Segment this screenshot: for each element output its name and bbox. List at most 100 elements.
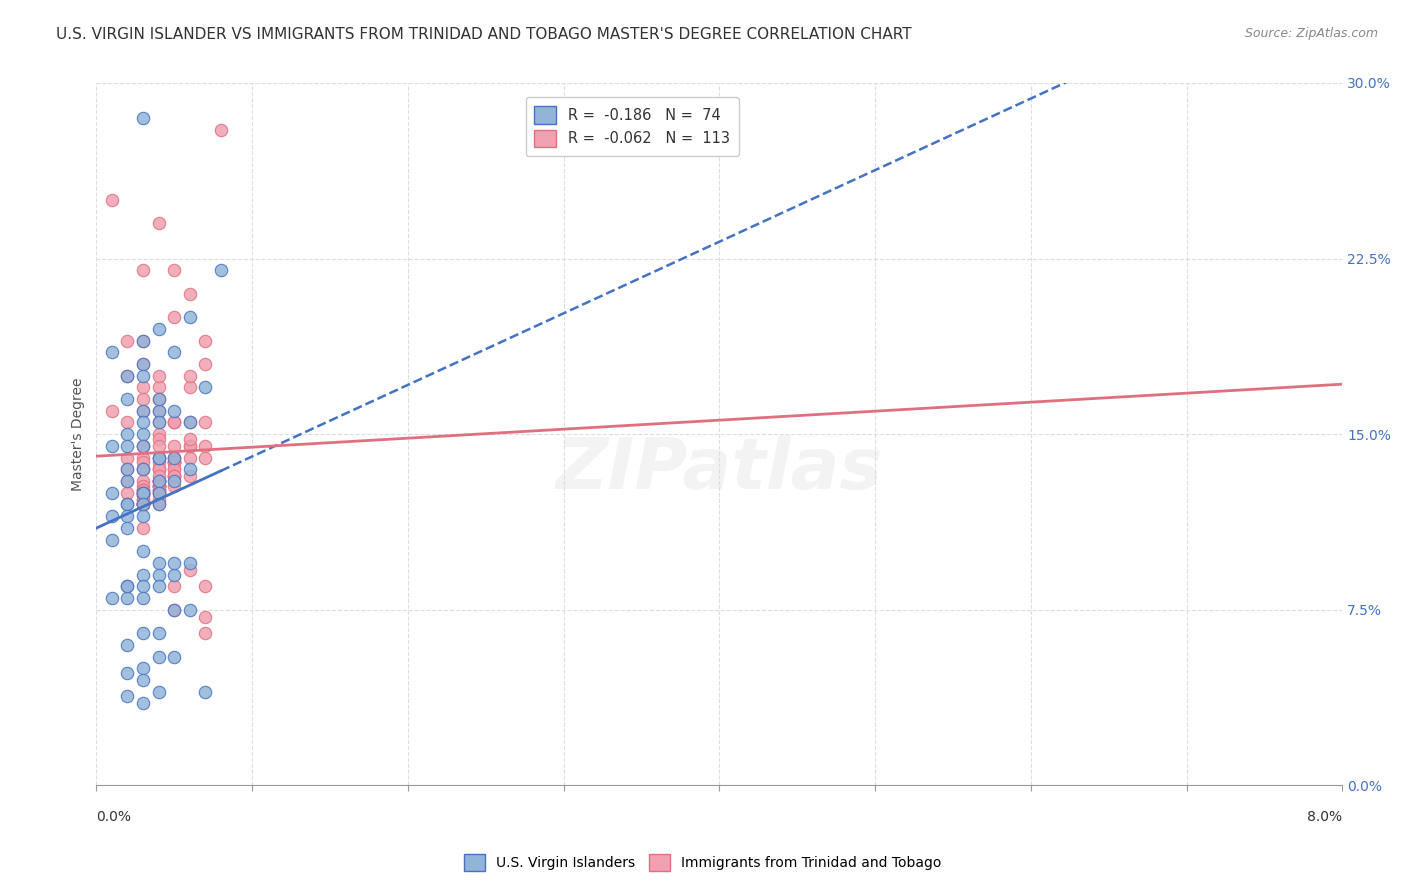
- Point: [132, 521, 155, 535]
- Point: [132, 462, 155, 476]
- Point: [194, 450, 217, 465]
- Point: [117, 474, 139, 488]
- Point: [117, 462, 139, 476]
- Point: [163, 310, 186, 325]
- Point: [148, 492, 170, 507]
- Point: [179, 439, 201, 453]
- Point: [148, 416, 170, 430]
- Point: [179, 380, 201, 394]
- Point: [117, 474, 139, 488]
- Point: [163, 469, 186, 483]
- Point: [179, 563, 201, 577]
- Point: [163, 404, 186, 418]
- Point: [163, 603, 186, 617]
- Point: [163, 455, 186, 469]
- Point: [132, 498, 155, 512]
- Point: [163, 649, 186, 664]
- Point: [132, 416, 155, 430]
- Point: [132, 334, 155, 348]
- Point: [117, 485, 139, 500]
- Point: [132, 474, 155, 488]
- Point: [148, 322, 170, 336]
- Point: [163, 455, 186, 469]
- Point: [132, 439, 155, 453]
- Point: [194, 685, 217, 699]
- Point: [148, 455, 170, 469]
- Point: [132, 111, 155, 125]
- Point: [163, 450, 186, 465]
- Point: [194, 357, 217, 371]
- Point: [101, 404, 124, 418]
- Point: [179, 450, 201, 465]
- Point: [117, 666, 139, 681]
- Point: [117, 591, 139, 606]
- Point: [179, 416, 201, 430]
- Point: [132, 544, 155, 558]
- Point: [148, 392, 170, 406]
- Point: [148, 404, 170, 418]
- Point: [148, 485, 170, 500]
- Point: [117, 450, 139, 465]
- Point: [117, 579, 139, 593]
- Point: [179, 469, 201, 483]
- Point: [117, 462, 139, 476]
- Point: [148, 432, 170, 446]
- Point: [163, 462, 186, 476]
- Point: [132, 485, 155, 500]
- Point: [148, 404, 170, 418]
- Point: [148, 685, 170, 699]
- Point: [132, 498, 155, 512]
- Point: [179, 603, 201, 617]
- Point: [163, 263, 186, 277]
- Point: [209, 122, 232, 136]
- Point: [132, 488, 155, 502]
- Point: [132, 498, 155, 512]
- Point: [148, 485, 170, 500]
- Point: [148, 474, 170, 488]
- Text: 0.0%: 0.0%: [97, 810, 131, 824]
- Point: [101, 591, 124, 606]
- Point: [148, 479, 170, 493]
- Point: [132, 483, 155, 498]
- Point: [132, 380, 155, 394]
- Point: [117, 427, 139, 442]
- Point: [163, 469, 186, 483]
- Point: [101, 439, 124, 453]
- Point: [163, 474, 186, 488]
- Point: [179, 310, 201, 325]
- Point: [194, 610, 217, 624]
- Point: [148, 474, 170, 488]
- Text: U.S. VIRGIN ISLANDER VS IMMIGRANTS FROM TRINIDAD AND TOBAGO MASTER'S DEGREE CORR: U.S. VIRGIN ISLANDER VS IMMIGRANTS FROM …: [56, 27, 912, 42]
- Point: [132, 498, 155, 512]
- Point: [132, 368, 155, 383]
- Point: [179, 462, 201, 476]
- Point: [132, 479, 155, 493]
- Point: [132, 579, 155, 593]
- Point: [163, 469, 186, 483]
- Point: [148, 485, 170, 500]
- Point: [132, 697, 155, 711]
- Point: [163, 603, 186, 617]
- Point: [132, 404, 155, 418]
- Point: [163, 416, 186, 430]
- Point: [132, 450, 155, 465]
- Legend: U.S. Virgin Islanders, Immigrants from Trinidad and Tobago: U.S. Virgin Islanders, Immigrants from T…: [458, 848, 948, 876]
- Point: [132, 498, 155, 512]
- Point: [132, 439, 155, 453]
- Point: [117, 521, 139, 535]
- Point: [148, 469, 170, 483]
- Point: [148, 479, 170, 493]
- Point: [163, 455, 186, 469]
- Point: [194, 439, 217, 453]
- Point: [148, 498, 170, 512]
- Point: [117, 579, 139, 593]
- Point: [148, 626, 170, 640]
- Point: [163, 450, 186, 465]
- Point: [132, 626, 155, 640]
- Point: [117, 638, 139, 652]
- Point: [132, 492, 155, 507]
- Point: [132, 483, 155, 498]
- Point: [148, 479, 170, 493]
- Point: [148, 439, 170, 453]
- Text: ZIPatlas: ZIPatlas: [555, 434, 883, 504]
